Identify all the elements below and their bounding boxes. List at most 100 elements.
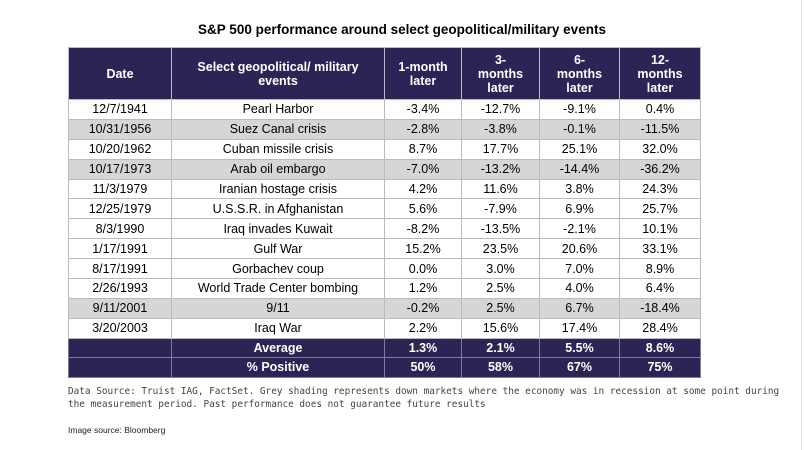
cell-12-months: 24.3% (619, 178, 701, 200)
summary-value: 50% (384, 357, 462, 378)
summary-row: % Positive 50% 58% 67% 75% (68, 357, 701, 378)
summary-value: 67% (539, 357, 620, 378)
cell-date: 9/11/2001 (68, 297, 172, 319)
cell-12-months: 10.1% (619, 218, 701, 240)
cell-12-months: 6.4% (619, 278, 701, 299)
cell-6-months: 17.4% (539, 317, 620, 339)
table-row: 12/25/1979 U.S.S.R. in Afghanistan 5.6% -7.… (68, 198, 701, 220)
cell-6-months: 6.9% (539, 198, 620, 220)
summary-value: 5.5% (539, 337, 620, 359)
header-6-months: 6-months later (539, 47, 620, 100)
summary-value: 58% (461, 357, 540, 378)
cell-date: 10/31/1956 (68, 118, 172, 140)
cell-date: 8/17/1991 (68, 258, 172, 280)
cell-1-month: 15.2% (384, 238, 462, 260)
header-date: Date (68, 47, 172, 100)
cell-event: Gulf War (171, 238, 385, 260)
cell-6-months: -14.4% (539, 158, 620, 180)
table-title: S&P 500 performance around select geopol… (198, 22, 606, 37)
cell-1-month: -7.0% (384, 158, 462, 180)
cell-event: 9/11 (171, 297, 385, 319)
table-row: 8/17/1991 Gorbachev coup 0.0% 3.0% 7.0% 8.9% (68, 258, 701, 280)
cell-3-months: 23.5% (461, 238, 540, 260)
cell-6-months: -0.1% (539, 118, 620, 140)
cell-3-months: 15.6% (461, 317, 540, 339)
cell-12-months: 0.4% (619, 99, 701, 120)
header-3-months: 3-months later (461, 47, 540, 100)
cell-1-month: 0.0% (384, 258, 462, 280)
summary-blank-cell (68, 357, 172, 378)
cell-12-months: 32.0% (619, 138, 701, 160)
table-row: 10/20/1962 Cuban missile crisis 8.7% 17.7% 2… (68, 138, 701, 160)
cell-6-months: 25.1% (539, 138, 620, 160)
right-border-line (801, 0, 802, 450)
table-row: 10/31/1956 Suez Canal crisis -2.8% -3.8% -0.… (68, 118, 701, 140)
cell-date: 8/3/1990 (68, 218, 172, 240)
cell-6-months: 4.0% (539, 278, 620, 299)
header-1-month: 1-month later (384, 47, 462, 100)
cell-1-month: 4.2% (384, 178, 462, 200)
cell-event: Arab oil embargo (171, 158, 385, 180)
summary-blank-cell (68, 337, 172, 359)
cell-12-months: 28.4% (619, 317, 701, 339)
events-table: Date Select geopolitical/ military event… (68, 47, 701, 378)
summary-value: 2.1% (461, 337, 540, 359)
cell-date: 12/25/1979 (68, 198, 172, 220)
cell-3-months: 2.5% (461, 278, 540, 299)
cell-3-months: 11.6% (461, 178, 540, 200)
summary-row: Average 1.3% 2.1% 5.5% 8.6% (68, 337, 701, 359)
cell-1-month: 8.7% (384, 138, 462, 160)
header-12-months: 12-months later (619, 47, 701, 100)
cell-3-months: 3.0% (461, 258, 540, 280)
summary-value: 75% (619, 357, 701, 378)
summary-label: % Positive (171, 357, 385, 378)
cell-date: 11/3/1979 (68, 178, 172, 200)
summary-value: 8.6% (619, 337, 701, 359)
cell-3-months: -12.7% (461, 99, 540, 120)
cell-6-months: -2.1% (539, 218, 620, 240)
table-row: 9/11/2001 9/11 -0.2% 2.5% 6.7% -18.4% (68, 297, 701, 319)
cell-12-months: 33.1% (619, 238, 701, 260)
header-row: Date Select geopolitical/ military event… (68, 47, 701, 100)
cell-date: 10/17/1973 (68, 158, 172, 180)
table-row: 11/3/1979 Iranian hostage crisis 4.2% 11.6%… (68, 178, 701, 200)
cell-event: U.S.S.R. in Afghanistan (171, 198, 385, 220)
cell-12-months: 25.7% (619, 198, 701, 220)
cell-12-months: -11.5% (619, 118, 701, 140)
table-row: 2/26/1993 World Trade Center bombing 1.2% 2… (68, 278, 701, 299)
image-source: Image source: Bloomberg (68, 425, 166, 435)
cell-event: Iraq invades Kuwait (171, 218, 385, 240)
cell-3-months: -13.5% (461, 218, 540, 240)
cell-3-months: -13.2% (461, 158, 540, 180)
cell-1-month: -3.4% (384, 99, 462, 120)
cell-3-months: 17.7% (461, 138, 540, 160)
cell-1-month: -0.2% (384, 297, 462, 319)
cell-1-month: 1.2% (384, 278, 462, 299)
cell-event: Pearl Harbor (171, 99, 385, 120)
cell-12-months: 8.9% (619, 258, 701, 280)
cell-date: 12/7/1941 (68, 99, 172, 120)
table-row: 12/7/1941 Pearl Harbor -3.4% -12.7% -9.1% 0.4… (68, 99, 701, 120)
cell-6-months: 6.7% (539, 297, 620, 319)
cell-1-month: 2.2% (384, 317, 462, 339)
cell-event: Iranian hostage crisis (171, 178, 385, 200)
summary-value: 1.3% (384, 337, 462, 359)
cell-1-month: -2.8% (384, 118, 462, 140)
cell-3-months: 2.5% (461, 297, 540, 319)
cell-12-months: -18.4% (619, 297, 701, 319)
summary-label: Average (171, 337, 385, 359)
cell-6-months: -9.1% (539, 99, 620, 120)
cell-1-month: -8.2% (384, 218, 462, 240)
cell-6-months: 7.0% (539, 258, 620, 280)
cell-date: 3/20/2003 (68, 317, 172, 339)
cell-1-month: 5.6% (384, 198, 462, 220)
cell-event: Iraq War (171, 317, 385, 339)
table-row: 1/17/1991 Gulf War 15.2% 23.5% 20.6% 33.1% (68, 238, 701, 260)
table-row: 3/20/2003 Iraq War 2.2% 15.6% 17.4% 28.4% (68, 317, 701, 339)
cell-6-months: 3.8% (539, 178, 620, 200)
cell-event: Cuban missile crisis (171, 138, 385, 160)
cell-event: World Trade Center bombing (171, 278, 385, 299)
footnote: Data Source: Truist IAG, FactSet. Grey s… (68, 386, 780, 410)
cell-6-months: 20.6% (539, 238, 620, 260)
cell-date: 10/20/1962 (68, 138, 172, 160)
